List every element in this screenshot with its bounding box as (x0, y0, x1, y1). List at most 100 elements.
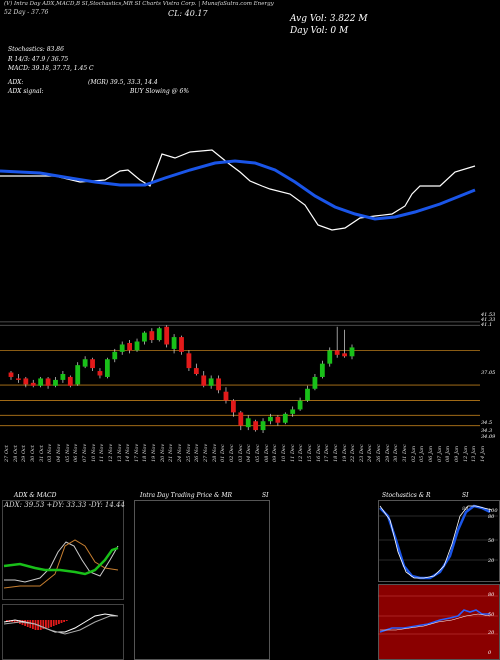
candle-body (67, 376, 73, 386)
candle (282, 412, 288, 425)
stochastics-title: Stochastics & R (382, 492, 431, 499)
candle-body (112, 351, 118, 360)
price-level-label: 41.53 (481, 312, 496, 318)
candle-body (193, 368, 199, 374)
candle (349, 344, 355, 360)
candle-body (312, 376, 318, 389)
candle-body (260, 421, 266, 431)
candle (290, 406, 296, 417)
candle (245, 415, 251, 431)
candle-body (90, 359, 95, 369)
candle-body (245, 418, 251, 428)
price-level-label: 34.5 (481, 420, 493, 426)
candle-body (134, 341, 140, 351)
avg-volume: Avg Vol: 3.822 M (290, 14, 368, 24)
price-level-label: 41.1 (481, 322, 493, 328)
candle-body (208, 378, 214, 386)
candle (142, 331, 147, 345)
candle (30, 379, 36, 388)
price-level-label: 34.09 (481, 434, 496, 440)
macd-histogram-bar (47, 620, 50, 628)
candle (342, 329, 347, 358)
macd-signal-line (3, 615, 118, 635)
stochastics-readout: Stochastics: 83.86 (8, 46, 64, 53)
candle-body (349, 347, 355, 357)
mrsi-level-label: 80 (488, 592, 495, 598)
candle (223, 387, 229, 404)
mrsi-line (379, 609, 490, 633)
stochastics-hi-label: 80 (462, 506, 469, 512)
candle-body (297, 400, 303, 410)
candle (104, 357, 110, 379)
macd-histogram-bar (45, 620, 47, 628)
candle (90, 357, 95, 372)
candle (268, 413, 273, 425)
macd-histogram-bar (39, 620, 42, 630)
chart-subtitle: 52 Day - 37.76 (4, 9, 49, 16)
macd-histogram-bar (55, 620, 58, 625)
candle (127, 340, 133, 354)
buy-slowing-readout: BUY Slowing @ 6% (130, 88, 190, 95)
candle (230, 399, 236, 417)
candle-body (82, 359, 88, 367)
candle-body (97, 371, 103, 376)
day-volume: Day Vol: 0 M (290, 26, 349, 36)
candle-body (216, 378, 221, 391)
close-price: CL: 40.17 (168, 9, 208, 18)
candle (208, 375, 214, 389)
candle-body (230, 400, 236, 413)
price-level-label: 41.33 (481, 317, 496, 323)
candle (186, 350, 192, 372)
mrsi-line-white (380, 613, 491, 631)
macd-readout: MACD: 39.18, 37.73, 1.45 C (8, 65, 94, 72)
mrsi-level-label: 50 (488, 612, 495, 618)
macd-histogram-bar (58, 620, 60, 624)
candle (164, 325, 170, 348)
candle (334, 326, 340, 358)
macd-histogram-bar (50, 620, 52, 627)
macd-histogram-bar (65, 620, 68, 621)
candle-body (319, 363, 325, 377)
candle-body (275, 416, 281, 423)
candle (16, 374, 21, 383)
candle-body (334, 350, 340, 355)
adx-readout: ADX: 39.53 +DY: 33.33 -DY: 14.44 (4, 501, 125, 509)
macd-histogram-bar (32, 620, 34, 629)
candle-body (156, 328, 162, 341)
stochastics-si: SI (462, 492, 469, 499)
candle (53, 376, 58, 388)
r-readout: R 14/3: 47.9 / 36.75 (8, 56, 69, 63)
macd-histogram-bar (34, 620, 37, 630)
macd-histogram-bar (13, 620, 16, 623)
candle (327, 347, 333, 367)
candle (75, 362, 81, 386)
candle (275, 415, 281, 426)
candle (179, 335, 184, 355)
candle (119, 341, 125, 355)
candle (23, 376, 29, 388)
candle (67, 375, 73, 388)
candle-body (53, 379, 58, 386)
price-level-label: 37.05 (481, 370, 496, 376)
candle (238, 410, 244, 431)
candle (60, 371, 66, 383)
stochastics-level-label: 20 (488, 558, 495, 564)
candle (201, 371, 207, 388)
candle (319, 360, 325, 379)
candle-body (327, 350, 333, 364)
mgr-readout: (MGR) 39.5, 33.3, 14.4 (88, 79, 158, 86)
candle-body (75, 365, 81, 385)
candle-body (282, 413, 288, 423)
candle-body (23, 378, 29, 385)
candle (149, 328, 155, 343)
candle-body (171, 337, 177, 349)
candle (156, 326, 162, 342)
price-line (0, 149, 476, 231)
stochastics-level-label: 100 (488, 508, 498, 514)
adx-panel (2, 500, 124, 600)
candle (193, 363, 199, 376)
candle-body (238, 412, 244, 426)
macd-line (3, 613, 119, 633)
adx-line (3, 546, 119, 576)
